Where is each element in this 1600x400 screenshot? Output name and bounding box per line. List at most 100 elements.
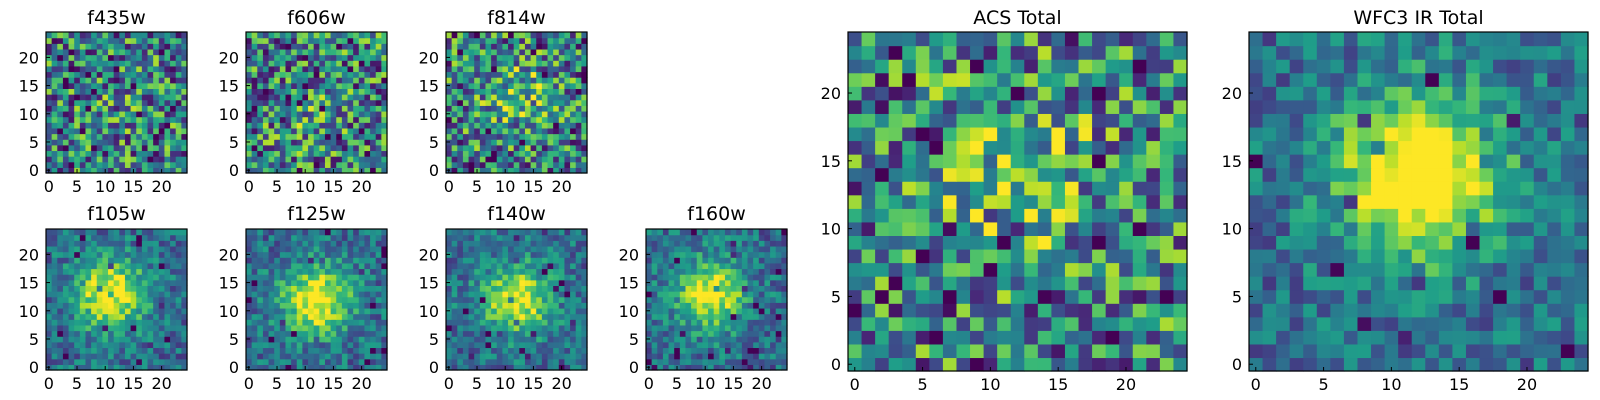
pixel-cell [536,234,543,241]
pixel-cell [85,347,92,354]
pixel-cell [175,71,182,78]
pixel-cell [51,307,58,315]
pixel-cell [547,43,554,50]
pixel-cell [136,262,143,270]
pixel-cell [558,94,566,101]
pixel-cell [536,71,543,78]
pixel-cell [564,88,571,95]
pixel-cell [775,296,782,303]
pixel-cell [691,330,698,337]
pixel-cell [279,32,287,39]
pixel-cell [519,156,526,163]
pixel-cell [62,274,70,281]
pixel-cell [502,229,509,236]
pixel-cell [108,330,115,337]
pixel-cell [558,330,566,337]
pixel-cell [491,167,498,174]
pixel-cell [513,116,520,123]
pixel-cell [74,105,81,112]
pixel-cell [457,94,464,101]
pixel-cell [457,82,464,89]
pixel-cell [446,347,453,354]
pixel-cell [308,161,315,168]
pixel-cell [308,116,315,123]
pixel-cell [719,307,726,315]
pixel-cell [313,54,320,61]
pixel-cell [942,154,958,169]
pixel-cell [296,245,303,253]
pixel-cell [147,127,154,135]
pixel-cell [57,32,64,39]
pixel-cell [364,94,371,101]
pixel-cell [381,353,388,360]
pixel-cell [164,150,171,157]
pixel-cell [51,324,58,332]
pixel-cell [781,229,788,236]
y-tick-label: 5 [29,330,39,349]
pixel-cell [902,276,917,291]
pixel-cell [46,330,53,337]
pixel-cell [657,291,664,298]
pixel-cell [646,341,653,349]
pixel-cell [119,358,126,365]
pixel-cell [313,99,320,106]
pixel-cell [262,77,270,84]
pixel-cell [181,71,188,78]
pixel-cell [96,37,103,44]
pixel-cell [353,71,360,78]
pixel-cell [330,358,337,365]
pixel-cell [536,65,543,73]
pixel-cell [130,324,137,332]
pixel-cell [575,54,582,61]
pixel-cell [113,94,120,101]
pixel-cell [296,167,303,174]
pixel-cell [508,48,515,56]
pixel-cell [446,71,453,78]
pixel-cell [330,262,337,270]
pixel-cell [85,324,92,332]
pixel-cell [1037,235,1052,250]
pixel-cell [319,43,326,50]
pixel-cell [646,257,653,264]
pixel-cell [1159,289,1175,304]
pixel-cell [319,161,326,168]
pixel-cell [130,116,137,123]
pixel-cell [970,126,985,142]
pixel-cell [491,245,498,253]
pixel-cell [158,139,166,146]
pixel-cell [279,319,287,326]
pixel-cell [519,274,526,281]
pixel-cell [347,240,354,247]
pixel-cell [330,99,337,106]
pixel-cell [1010,289,1025,304]
pixel-cell [262,302,270,309]
pixel-cell [170,347,177,354]
pixel-cell [547,60,554,67]
pixel-cell [674,251,681,258]
pixel-cell [113,234,120,241]
pixel-cell [685,364,692,371]
pixel-cell [79,48,87,56]
pixel-cell [575,229,582,236]
pixel-cell [74,71,81,78]
pixel-cell [679,347,687,354]
pixel-cell [575,139,582,146]
pixel-cell [657,229,664,236]
pixel-cell [713,251,720,258]
pixel-cell [268,257,275,264]
pixel-cell [246,161,253,168]
pixel-cell [330,324,337,332]
pixel-cell [696,364,703,371]
pixel-cell [62,245,70,253]
pixel-cell [79,156,87,163]
pixel-cell [341,43,349,50]
pixel-cell [496,240,503,247]
pixel-cell [657,302,664,309]
pixel-cell [268,285,275,292]
pixel-cell [85,353,92,360]
pixel-cell [102,139,109,146]
pixel-cell [702,245,709,253]
pixel-cell [119,88,126,95]
pixel-cell [524,240,532,247]
pixel-cell [370,319,377,326]
